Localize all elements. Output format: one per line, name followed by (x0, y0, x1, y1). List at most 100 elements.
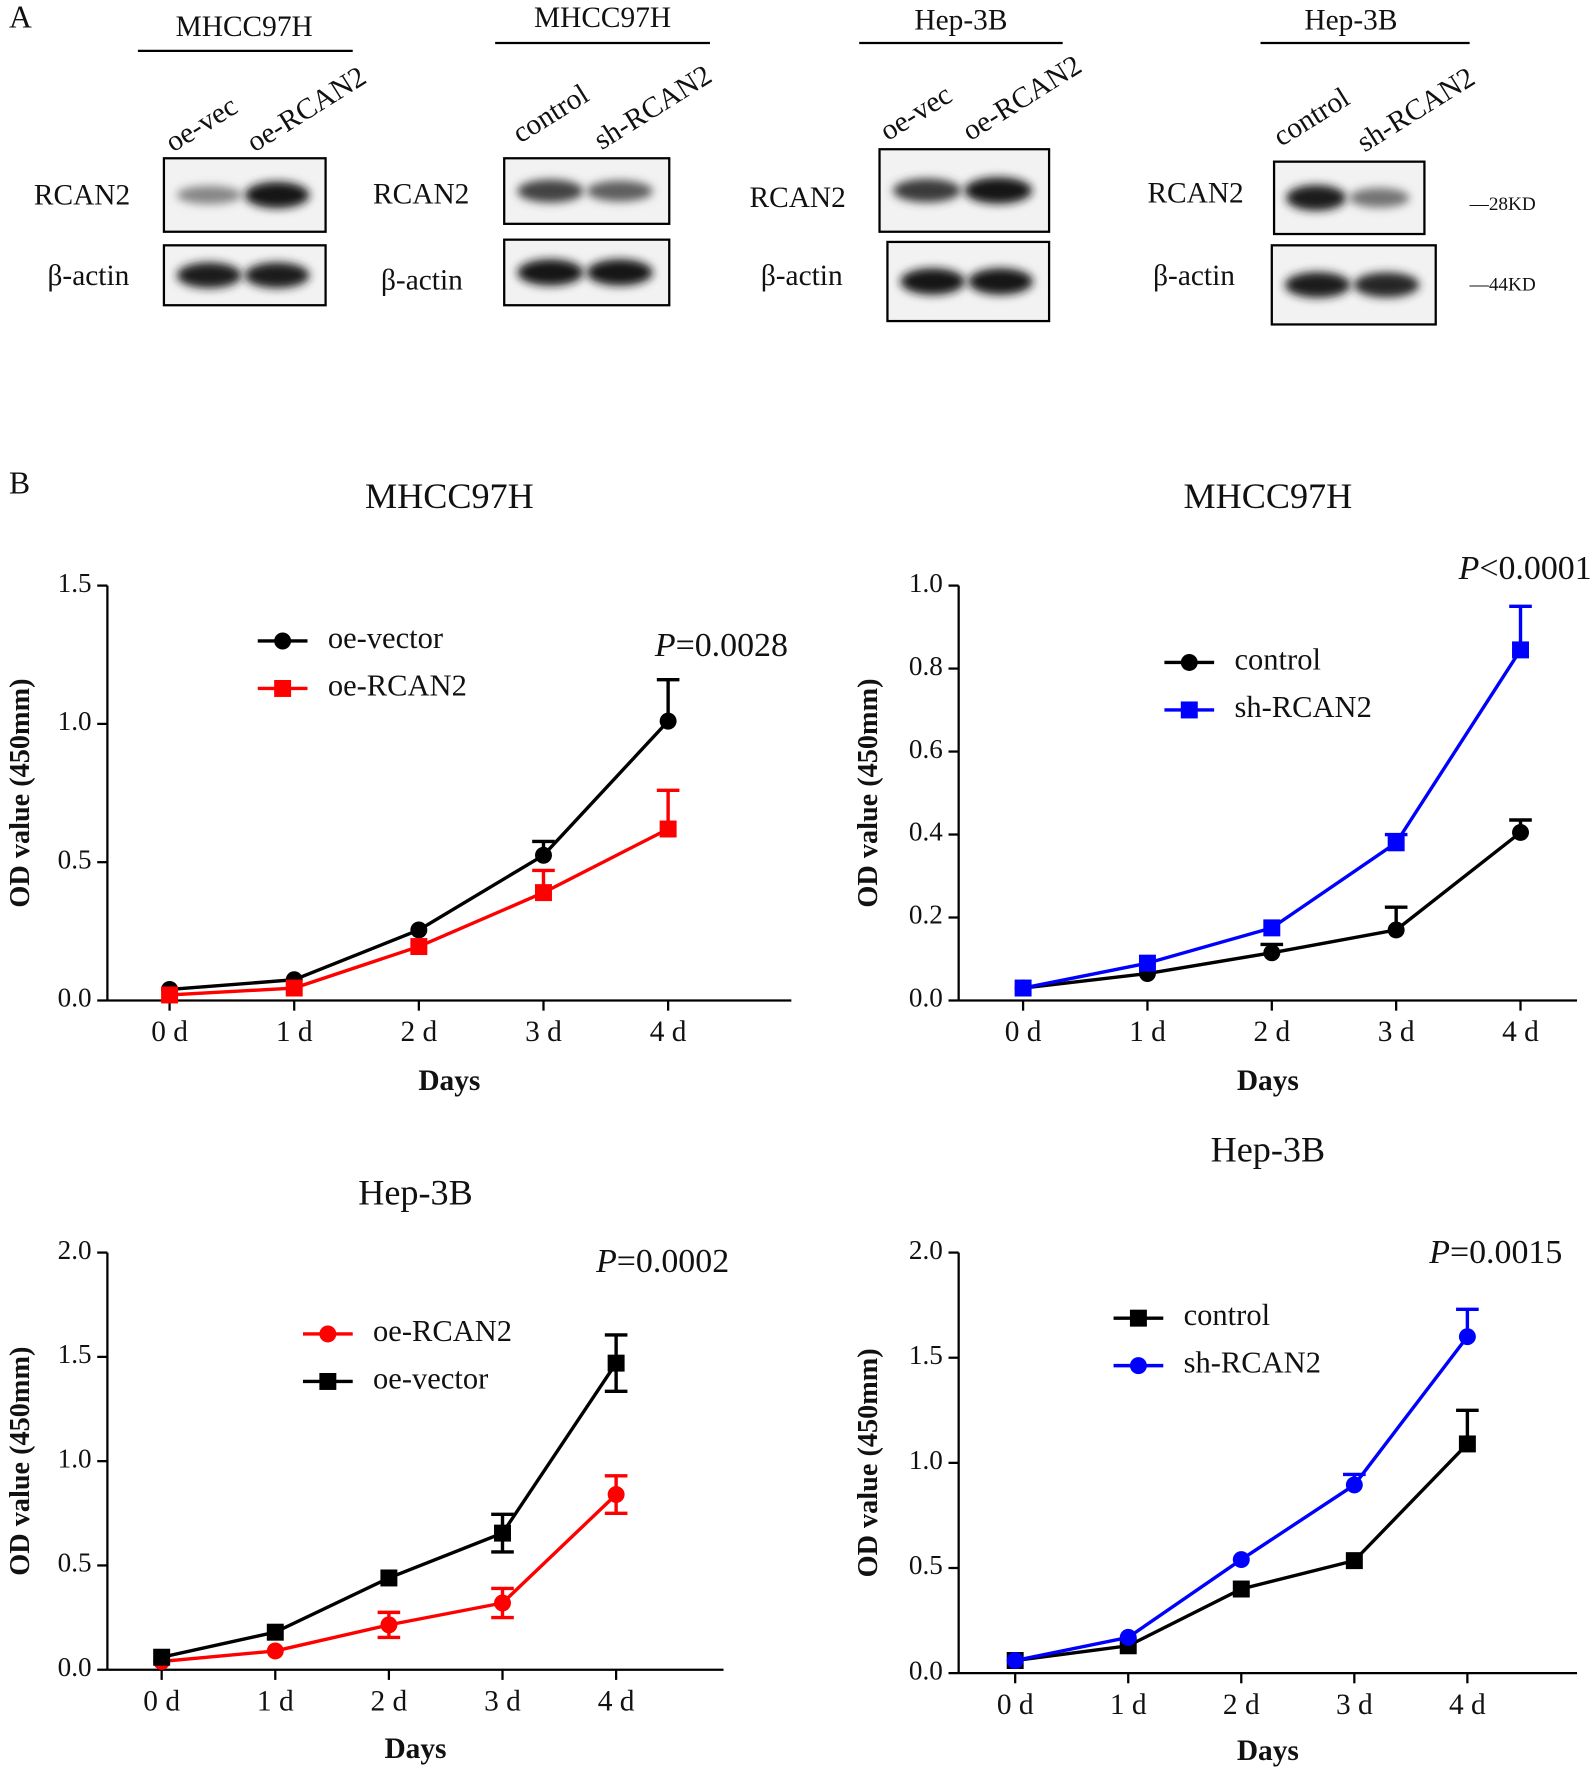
band (1349, 188, 1410, 208)
chart-title: MHCC97H (1183, 476, 1352, 516)
p-text: =0.0028 (676, 627, 788, 664)
p-text: <0.0001 (1479, 550, 1591, 587)
legend-label: oe-vector (328, 621, 443, 655)
legend-marker (274, 632, 292, 650)
band (964, 177, 1033, 204)
marker (410, 938, 428, 956)
legend-label: control (1234, 642, 1320, 676)
marker (1345, 1552, 1363, 1570)
x-tick-label: 3 d (525, 1016, 562, 1048)
band (1286, 184, 1347, 211)
marker (266, 1623, 284, 1641)
y-tick-label: 1.0 (58, 1443, 92, 1473)
y-tick-label: 0.0 (58, 983, 92, 1013)
y-axis-label: OD value (450mm) (853, 678, 884, 907)
x-axis-label: Days (418, 1065, 480, 1097)
marker (1232, 1551, 1250, 1569)
y-axis-label: OD value (450mm) (5, 1347, 36, 1576)
legend-marker (1180, 701, 1198, 719)
marker (1138, 954, 1156, 972)
y-tick-label: 0.0 (909, 1655, 943, 1685)
row-label: RCAN2 (1147, 177, 1243, 209)
band (244, 181, 310, 209)
band (586, 259, 653, 286)
x-tick-label: 0 d (143, 1685, 180, 1717)
x-axis-label: Days (384, 1733, 446, 1765)
band (893, 178, 961, 203)
x-axis-label: Days (1237, 1735, 1299, 1767)
blot-title: MHCC97H (534, 2, 671, 34)
marker (1014, 979, 1032, 997)
y-tick-label: 0.0 (58, 1652, 92, 1682)
lane-label: oe-RCAN2 (957, 49, 1087, 147)
x-axis-label: Days (1237, 1065, 1299, 1097)
marker (659, 820, 677, 838)
y-axis-label: OD value (450mm) (5, 678, 36, 907)
legend-marker (1129, 1309, 1147, 1327)
y-tick-label: 1.0 (58, 706, 92, 736)
band (1284, 271, 1351, 298)
marker (1458, 1435, 1476, 1453)
band (244, 262, 310, 289)
lane-label: sh-RCAN2 (588, 59, 717, 156)
marker (1458, 1328, 1476, 1346)
y-tick-label: 0.2 (909, 900, 943, 930)
legend-marker (1129, 1357, 1147, 1375)
marker (1119, 1628, 1137, 1646)
band (517, 259, 584, 286)
p-value: P=0.0002 (595, 1243, 729, 1280)
band (586, 180, 653, 202)
y-tick-label: 2.0 (58, 1235, 92, 1265)
p-symbol: P (1428, 1234, 1450, 1271)
x-tick-label: 2 d (1253, 1016, 1290, 1048)
row-label: RCAN2 (750, 182, 846, 214)
marker (153, 1648, 171, 1666)
y-tick-label: 0.4 (909, 817, 943, 847)
x-tick-label: 1 d (1129, 1016, 1166, 1048)
x-tick-label: 3 d (1336, 1689, 1373, 1721)
band (176, 262, 242, 289)
x-tick-label: 4 d (1502, 1016, 1539, 1048)
legend-label: oe-RCAN2 (328, 668, 467, 702)
legend-marker (319, 1372, 337, 1390)
marker (410, 921, 428, 939)
x-tick-label: 4 d (650, 1016, 687, 1048)
series-line (169, 827, 669, 997)
marker (607, 1486, 625, 1504)
x-tick-label: 1 d (1110, 1689, 1147, 1721)
p-value: P=0.0028 (654, 627, 788, 664)
series-line (1022, 831, 1522, 990)
series-line (1014, 1335, 1469, 1663)
x-tick-label: 1 d (257, 1685, 294, 1717)
y-tick-label: 0.5 (909, 1550, 943, 1580)
p-symbol: P (654, 627, 676, 664)
legend-label: oe-vector (373, 1361, 488, 1395)
x-tick-label: 3 d (1378, 1016, 1415, 1048)
size-marker: —44KD (1469, 274, 1536, 295)
marker (1512, 641, 1529, 659)
band (968, 268, 1033, 295)
marker (285, 979, 303, 997)
lane-label: control (507, 78, 595, 149)
row-label: β-actin (761, 260, 843, 292)
marker (380, 1569, 398, 1587)
band (176, 185, 242, 205)
row-label: RCAN2 (34, 180, 130, 212)
x-tick-label: 2 d (371, 1685, 408, 1717)
marker (1263, 944, 1281, 962)
blot-title: Hep-3B (1304, 4, 1397, 36)
legend-marker (1180, 653, 1198, 671)
legend-marker (274, 679, 292, 697)
y-tick-label: 1.5 (58, 1339, 92, 1369)
band (1353, 272, 1420, 298)
marker (535, 884, 552, 902)
y-tick-label: 1.0 (909, 568, 943, 598)
marker (380, 1616, 398, 1634)
p-symbol: P (595, 1243, 617, 1280)
marker (1232, 1580, 1250, 1598)
marker (494, 1594, 511, 1612)
lane-label: control (1268, 82, 1356, 153)
marker (1006, 1652, 1024, 1669)
p-value: P=0.0015 (1428, 1234, 1562, 1271)
